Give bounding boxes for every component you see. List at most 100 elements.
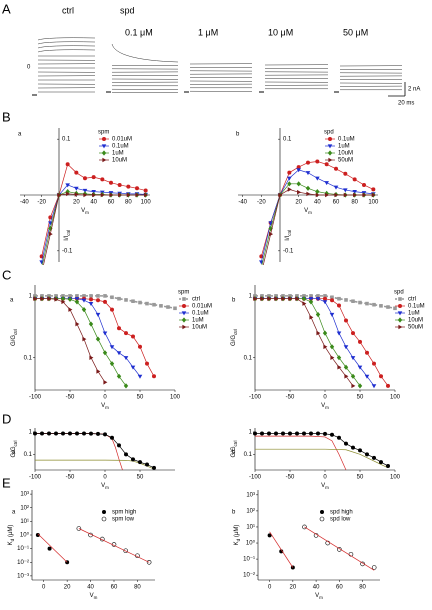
legend-marker	[102, 510, 106, 514]
legend-marker	[102, 137, 106, 141]
marker	[47, 294, 51, 298]
marker	[297, 189, 302, 195]
marker	[295, 296, 300, 302]
plot-area	[267, 524, 377, 571]
marker	[343, 171, 348, 176]
marker	[281, 296, 286, 302]
legend-label: spm low	[112, 517, 135, 523]
x-tick-label: 20	[73, 200, 80, 206]
marker	[260, 296, 265, 302]
marker	[315, 159, 320, 164]
marker	[159, 304, 163, 308]
marker	[100, 177, 105, 182]
label-part: ctrl	[233, 329, 238, 335]
legend-marker	[181, 311, 187, 316]
panel-label: B	[2, 109, 11, 124]
marker	[138, 300, 142, 305]
marker	[95, 336, 101, 342]
marker	[131, 334, 135, 339]
marker	[103, 294, 107, 298]
legend-marker	[182, 297, 186, 301]
legend-label: 0.1uM	[112, 144, 129, 150]
marker	[96, 298, 100, 303]
marker	[65, 183, 70, 188]
marker	[315, 189, 320, 195]
marker	[329, 344, 335, 350]
marker	[350, 356, 356, 361]
marker	[124, 331, 128, 336]
marker	[152, 374, 156, 379]
group-label: ctrl	[62, 5, 74, 15]
y-tick-label: 0.1	[244, 355, 253, 361]
label-part: ctrl	[233, 440, 238, 446]
marker	[96, 294, 100, 298]
series-line	[35, 298, 106, 383]
marker	[393, 306, 397, 311]
marker	[100, 192, 105, 198]
marker	[146, 559, 152, 565]
y-tick-label: 1	[29, 430, 33, 436]
legend-label: 1uM	[192, 318, 204, 324]
marker	[386, 305, 390, 309]
x-tick-label: 40	[87, 585, 94, 591]
legend-label: spd low	[330, 517, 351, 523]
marker	[296, 165, 301, 170]
x-axis-label: Vm	[315, 593, 323, 600]
legend-marker	[101, 150, 107, 156]
x-tick-label: 40	[314, 200, 321, 206]
x-tick-label: -20	[257, 200, 266, 206]
marker	[364, 374, 370, 379]
marker	[330, 298, 334, 303]
x-tick-label: 20	[295, 200, 302, 206]
marker	[91, 175, 96, 180]
label-part: K	[8, 541, 14, 545]
marker	[295, 294, 299, 298]
x-axis-label: Vm	[90, 593, 98, 600]
marker	[288, 294, 292, 298]
marker	[274, 294, 278, 298]
label-part: (μM)	[234, 525, 240, 539]
marker	[88, 321, 94, 327]
x-tick-label: 0	[103, 475, 107, 481]
marker	[253, 294, 257, 298]
marker	[48, 231, 53, 237]
legend-label: 1uM	[408, 311, 420, 317]
marker	[344, 441, 348, 446]
legend-label: 0.1uM	[338, 137, 355, 143]
legend-label: spd high	[330, 510, 353, 516]
legend-label: ctrl	[408, 297, 416, 303]
marker	[152, 302, 156, 307]
marker	[47, 546, 52, 551]
marker	[351, 299, 355, 304]
legend-label: 0.01uM	[192, 304, 212, 310]
current-trace	[37, 49, 96, 53]
marker	[103, 432, 107, 437]
marker	[116, 351, 122, 356]
label-part: m	[105, 405, 109, 410]
marker	[371, 384, 377, 389]
concentration-label: 10 μM	[268, 27, 293, 37]
y-axis-label: G/Gctrl	[231, 440, 238, 457]
marker	[74, 192, 79, 197]
marker	[302, 431, 306, 436]
marker	[117, 296, 121, 301]
marker	[329, 312, 335, 317]
marker	[372, 361, 376, 366]
label-part: m	[319, 595, 323, 600]
legend-marker	[319, 516, 325, 522]
marker	[166, 305, 170, 309]
panel-label: C	[2, 267, 11, 282]
marker	[281, 294, 285, 298]
y-tick-label: 0.1	[24, 355, 33, 361]
marker	[92, 192, 97, 198]
marker	[269, 231, 274, 237]
marker	[35, 533, 40, 537]
marker	[287, 170, 292, 175]
marker	[287, 181, 292, 187]
legend-marker	[397, 311, 403, 316]
label-part: G/G	[11, 446, 17, 457]
y-tick-label: 10²	[20, 505, 29, 511]
label-part: ctrl	[13, 329, 18, 335]
series-line	[255, 433, 389, 467]
label-part: V	[321, 403, 325, 409]
